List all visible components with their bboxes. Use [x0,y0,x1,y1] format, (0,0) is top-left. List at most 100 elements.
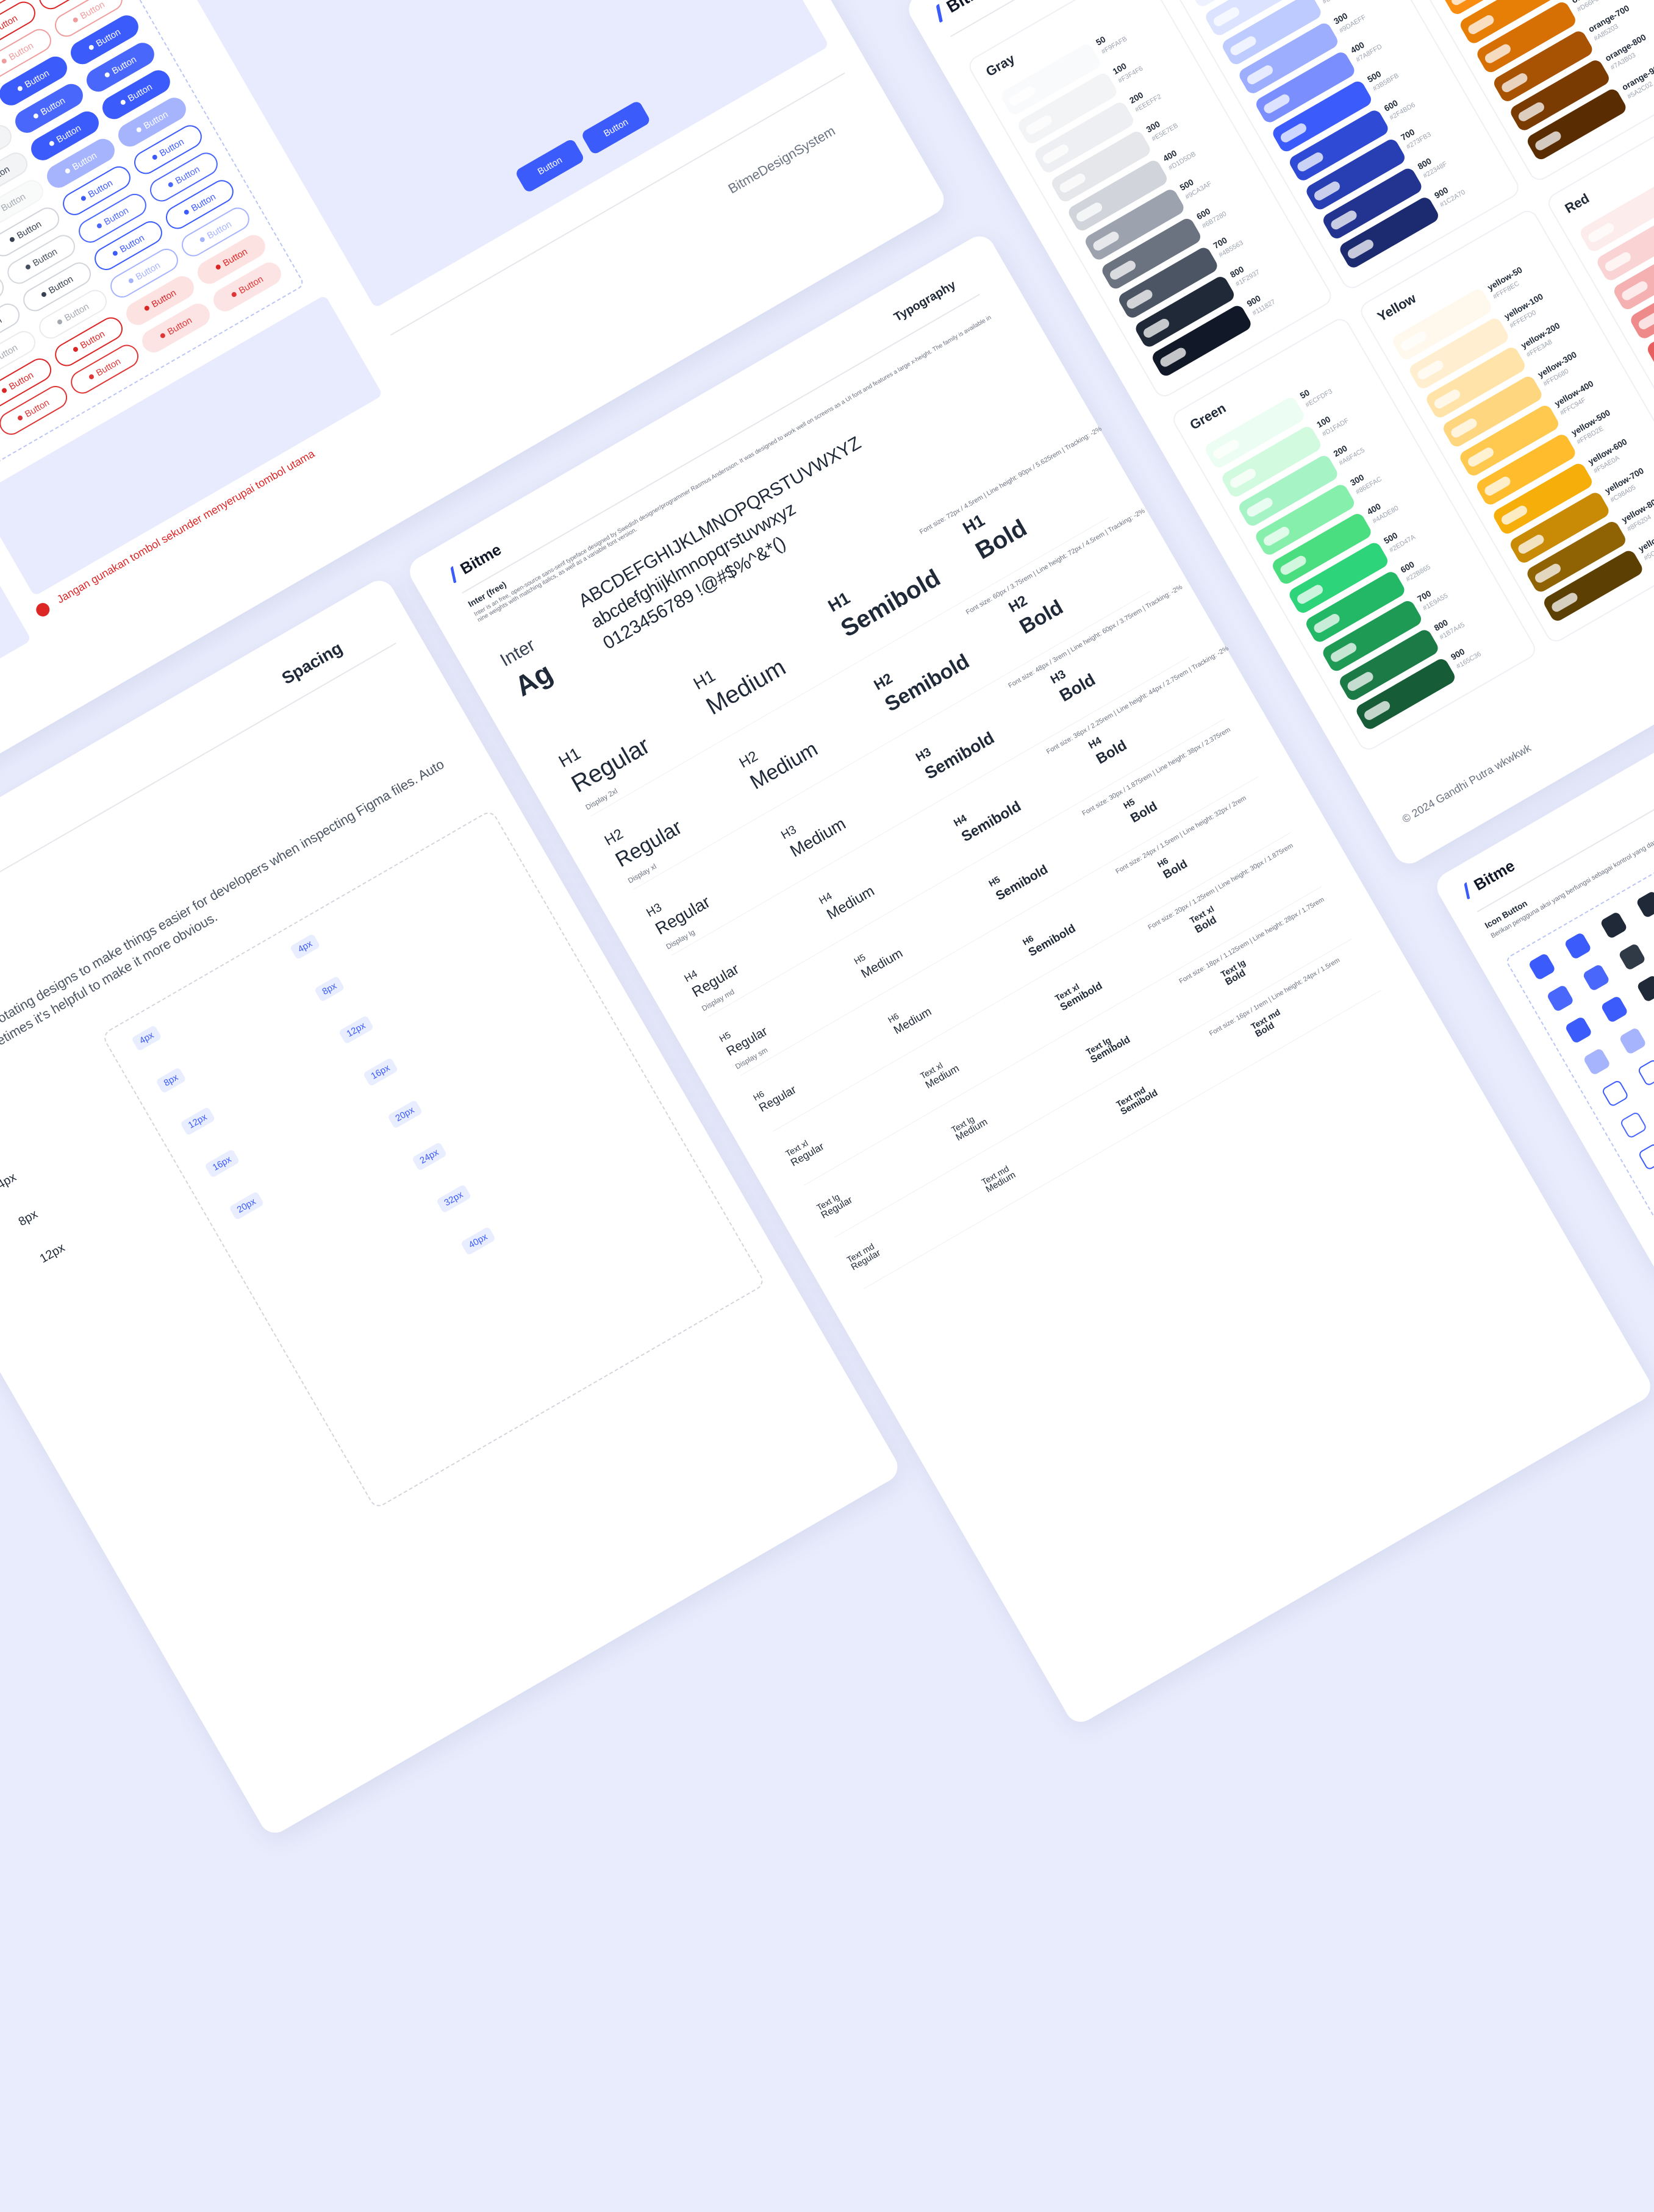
button-icon [104,71,111,78]
button-icon [17,85,24,92]
contrast-chip [1058,172,1087,194]
contrast-chip [1295,583,1325,605]
weight-sample: Regular [757,1083,799,1115]
footer-brand: BitmeDesignSystem [726,123,839,198]
contrast-chip [1346,238,1375,260]
contrast-chip [1312,612,1342,635]
contrast-chip [1041,143,1070,165]
group-name: Gray [983,51,1017,80]
pixel-value: 4px [0,1171,19,1193]
button-icon [112,250,119,257]
contrast-chip [1092,230,1121,252]
contrast-chip [1533,130,1563,152]
button-icon [184,209,190,215]
contrast-chip [1450,417,1479,440]
logo-text: Bitme [1470,856,1518,894]
contrast-chip [1245,496,1275,518]
pixel-value: 12px [38,1241,68,1266]
contrast-chip [1500,504,1529,527]
contrast-chip [1450,0,1479,7]
weight-sample: Medium [824,883,878,924]
contrast-chip [1229,35,1258,57]
contrast-chip [1346,670,1375,693]
contrast-chip [1433,388,1462,410]
shade-hex: #BECBFF [1321,0,1351,5]
contrast-chip [1329,641,1358,664]
contrast-chip [1466,13,1495,36]
contrast-chip [1466,446,1495,468]
contrast-chip [1279,122,1308,144]
lowercase-sample: abcdefghijklmnopqrstuvwxyz [587,499,800,633]
contrast-chip [1212,5,1241,28]
shade-label: yellow-900 [1636,524,1654,554]
font-spec: Font size: 20px / 1.25rem | Line height:… [1147,842,1294,932]
contrast-chip [1108,259,1137,282]
contrast-chip [1483,43,1513,65]
font-spec: Font size: 48px / 3rem | Line height: 60… [1007,583,1183,690]
weight-sample: Medium [859,946,906,982]
button-icon [9,236,16,243]
button-icon [73,16,79,23]
section-heading: Typography [892,278,958,324]
contrast-chip [1517,101,1546,123]
pixel-value: 8px [16,1207,40,1229]
button: Button [514,138,585,193]
contrast-chip [1262,525,1291,548]
shade-hex: #D66F04 [1576,0,1603,13]
copyright: © 2024 Gandhi Putra wkwkwk [1400,741,1534,826]
group-name: Yellow [1375,290,1419,325]
button-icon [231,291,238,298]
contrast-chip [1296,151,1325,173]
button: Button [581,100,651,155]
contrast-chip [1008,85,1037,107]
contrast-chip [1637,309,1654,331]
button-icon [65,168,71,174]
contrast-chip [1142,317,1171,340]
button-icon [144,305,151,312]
contrast-chip [1228,467,1258,490]
weight-sample: Medium [787,814,849,862]
contrast-chip [1416,359,1445,381]
contrast-chip [1550,591,1580,613]
button-icon [152,154,159,160]
button-icon [49,140,55,147]
button-icon [41,291,48,298]
shade-label: 50 [1094,34,1107,48]
contrast-chip [1279,554,1308,577]
group-name: Red [1563,190,1592,216]
button-icon [81,195,87,202]
contrast-chip [1483,475,1513,498]
contrast-chip [1362,699,1392,722]
contrast-chip [1125,288,1155,310]
group-name: Green [1187,400,1229,433]
button-icon [168,181,174,188]
contrast-chip [1586,221,1616,244]
weight-sample: Medium [702,654,791,721]
button-icon [160,332,166,339]
contrast-chip [1212,438,1241,460]
button-icon [1,387,8,394]
button-icon [96,223,103,229]
button-icon [88,373,95,380]
contrast-chip [1025,113,1054,136]
weight-sample: Medium [892,1005,934,1038]
section-heading: Spacing [279,638,346,688]
contrast-chip [1245,63,1275,86]
button-icon [215,263,222,270]
button-icon [120,99,127,105]
button-icon [1,58,8,65]
contrast-chip [1075,201,1104,223]
shade-label: 50 [1298,387,1311,401]
contrast-chip [1517,533,1546,555]
button-icon [88,44,95,51]
button-icon [73,346,79,352]
button-icon [199,236,206,243]
button-icon [33,113,40,120]
button-icon [57,318,63,325]
button-icon [128,277,135,284]
contrast-chip [1603,251,1633,273]
error-icon [34,601,52,619]
font-spec: Font size: 30px / 1.875rem | Line height… [1081,726,1231,818]
button-icon [17,415,24,421]
